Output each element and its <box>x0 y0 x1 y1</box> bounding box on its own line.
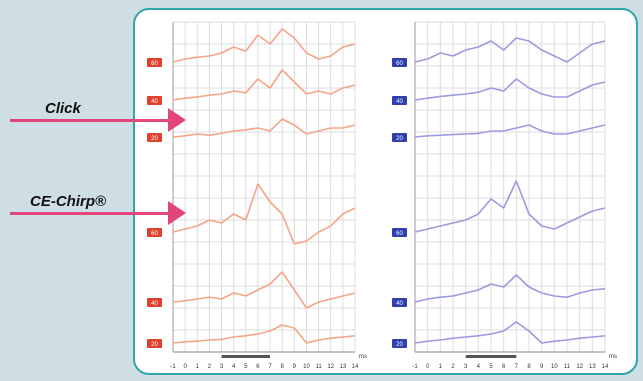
click-arrow-head <box>168 108 186 132</box>
x-tick-label: 4 <box>477 364 481 370</box>
x-tick-label: 14 <box>352 364 359 370</box>
level-badge <box>147 96 162 105</box>
x-tick-label: 5 <box>244 364 248 370</box>
x-tick-label: 3 <box>464 364 468 370</box>
trace-line <box>414 37 606 63</box>
x-tick-label: 9 <box>540 364 544 370</box>
stimulus-bar <box>465 355 517 358</box>
x-tick-label: 4 <box>232 364 236 370</box>
chirp-arrow-head <box>168 201 186 225</box>
level-badge-label: 20 <box>396 136 403 142</box>
level-badge-label: 40 <box>396 301 403 307</box>
trace-line <box>414 274 606 303</box>
x-tick-label: 9 <box>293 364 297 370</box>
x-tick-label: 10 <box>551 364 558 370</box>
x-tick-label: 6 <box>502 364 506 370</box>
x-tick-label: 0 <box>183 364 187 370</box>
x-tick-label: 13 <box>340 364 347 370</box>
level-badge <box>147 228 162 237</box>
level-badge-label: 40 <box>396 99 403 105</box>
x-tick-label: 2 <box>208 364 212 370</box>
chirp-arrow-line <box>10 212 170 215</box>
x-tick-label: 3 <box>220 364 224 370</box>
trace-line <box>172 324 356 344</box>
chirp-label: CE-Chirp® <box>30 193 107 210</box>
x-tick-label: 1 <box>439 364 443 370</box>
x-tick-label: 12 <box>327 364 334 370</box>
x-tick-label: 7 <box>515 364 519 370</box>
x-tick-label: 12 <box>576 364 583 370</box>
level-badge <box>392 339 407 348</box>
x-tick-label: 11 <box>564 364 571 370</box>
x-tick-label: 14 <box>602 364 609 370</box>
trace-line <box>414 124 606 138</box>
level-badge <box>147 58 162 67</box>
x-tick-label: 8 <box>527 364 531 370</box>
level-badge-label: 60 <box>396 61 403 67</box>
x-tick-label: 8 <box>281 364 285 370</box>
level-badge-label: 20 <box>151 342 158 348</box>
x-axis-label: ms <box>359 354 367 360</box>
level-badge <box>392 58 407 67</box>
trace-line <box>172 28 356 63</box>
level-badge-label: 40 <box>151 99 158 105</box>
click-label: Click <box>45 100 81 117</box>
level-badge <box>147 133 162 142</box>
click-arrow-line <box>10 119 170 122</box>
x-tick-label: 2 <box>451 364 455 370</box>
x-tick-label: 1 <box>196 364 200 370</box>
level-badge-label: 40 <box>151 301 158 307</box>
level-badge <box>392 133 407 142</box>
level-badge <box>392 228 407 237</box>
x-tick-label: -1 <box>412 364 418 370</box>
level-badge-label: 60 <box>151 61 158 67</box>
x-tick-label: -1 <box>170 364 176 370</box>
x-tick-label: 6 <box>256 364 260 370</box>
x-axis-label: ms <box>609 354 617 360</box>
trace-line <box>172 118 356 138</box>
level-badge <box>147 298 162 307</box>
x-tick-label: 13 <box>589 364 596 370</box>
trace-line <box>414 180 606 233</box>
level-badge <box>392 298 407 307</box>
trace-line <box>172 271 356 309</box>
level-badge-label: 20 <box>151 136 158 142</box>
x-tick-label: 10 <box>303 364 310 370</box>
chart-panel: -1 0 1 2 3 4 5 6 7 8 9 10 11 12 13 14 ms 60 40 20 60 40 20 -1 0 1… <box>133 8 638 375</box>
level-badge-label: 60 <box>396 231 403 237</box>
level-badge-label: 60 <box>151 231 158 237</box>
trace-line <box>414 78 606 101</box>
x-tick-label: 11 <box>315 364 322 370</box>
trace-line <box>414 321 606 344</box>
x-tick-label: 5 <box>489 364 493 370</box>
trace-line <box>172 69 356 101</box>
trace-line <box>172 183 356 245</box>
x-tick-label: 0 <box>426 364 430 370</box>
level-badge <box>392 96 407 105</box>
x-tick-label: 7 <box>268 364 272 370</box>
level-badge-label: 20 <box>396 342 403 348</box>
level-badge <box>147 339 162 348</box>
stimulus-bar <box>221 355 271 358</box>
